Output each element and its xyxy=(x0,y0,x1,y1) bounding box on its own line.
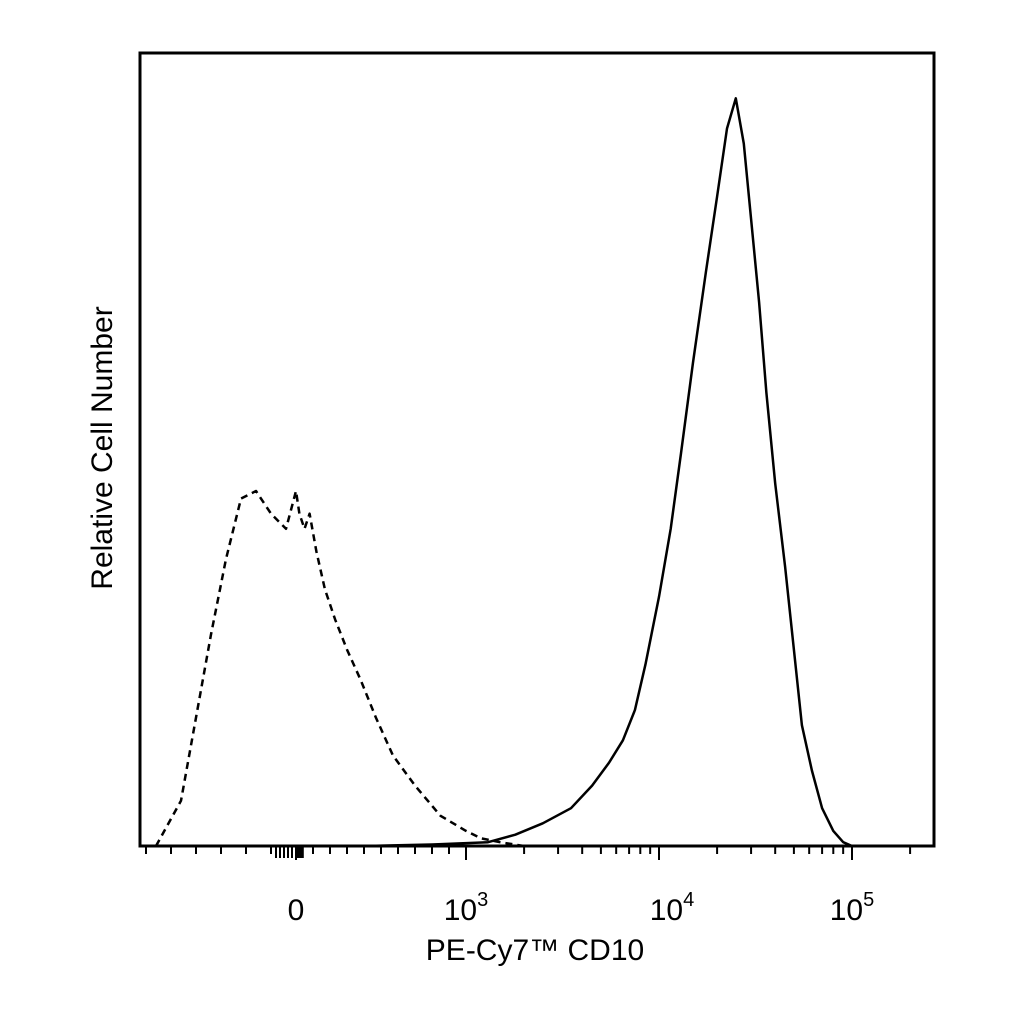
x-major-ticks xyxy=(295,846,853,860)
x-axis-label: PE-Cy7™ CD10 xyxy=(426,934,644,967)
x-tick-label-10000-exp: 4 xyxy=(683,889,694,911)
series-line-solid xyxy=(363,97,853,848)
x-tick-label-100000-base: 10 xyxy=(830,894,863,927)
series-layer xyxy=(154,97,853,848)
plot-frame xyxy=(138,51,936,848)
series-line-dashed xyxy=(154,489,852,848)
x-tick-label-1000-base: 10 xyxy=(444,894,477,927)
x-tick-label-100000: 105 xyxy=(830,889,875,927)
y-axis-label: Relative Cell Number xyxy=(86,306,119,589)
x-tick-label-10000: 104 xyxy=(650,889,695,927)
x-minor-ticks xyxy=(145,846,912,858)
x-tick-label-10000-base: 10 xyxy=(650,894,683,927)
x-tick-label-1000-exp: 3 xyxy=(477,889,488,911)
x-tick-label-100000-exp: 5 xyxy=(863,889,874,911)
x-tick-label-0: 0 xyxy=(288,894,305,927)
x-tick-label-1000: 103 xyxy=(444,889,489,927)
